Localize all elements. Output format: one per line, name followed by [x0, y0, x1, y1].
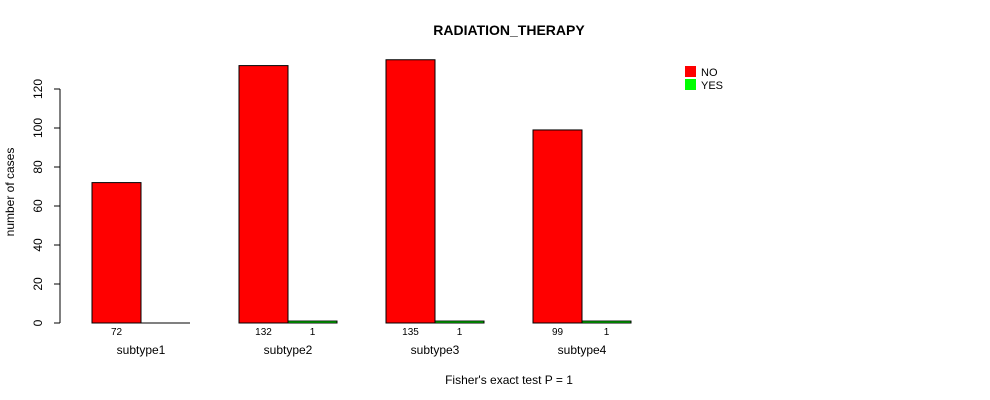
- bar-yes-subtype2: [287, 320, 338, 324]
- legend-label: NO: [701, 67, 718, 79]
- y-tick-label: 60: [31, 199, 45, 213]
- y-tick-label: 80: [31, 160, 45, 174]
- category-label: subtype4: [558, 343, 607, 357]
- bar-no-subtype2: [238, 65, 289, 324]
- y-tick-label: 20: [31, 277, 45, 291]
- y-tick-label: 100: [31, 118, 45, 138]
- y-axis-label: number of cases: [3, 148, 17, 237]
- y-tick-label: 120: [31, 79, 45, 99]
- value-labels: 72 132 1 135 1 99 1: [111, 327, 610, 338]
- bar-no-subtype1: [91, 182, 142, 324]
- value-label: 132: [255, 327, 272, 338]
- value-label: 135: [402, 327, 419, 338]
- y-axis: 0 20 40 60 80 100 120: [31, 79, 61, 326]
- bar-no-subtype3: [385, 59, 436, 324]
- legend-swatch-no: [685, 66, 696, 77]
- legend-swatch-yes: [685, 79, 696, 90]
- y-tick-label: 40: [31, 238, 45, 252]
- bar-yes-subtype3: [434, 320, 485, 324]
- value-label: 1: [457, 327, 463, 338]
- y-tick-label: 0: [31, 319, 45, 326]
- bar-yes-subtype4: [581, 320, 632, 324]
- x-axis-label: Fisher's exact test P = 1: [445, 373, 573, 387]
- value-label: 1: [604, 327, 610, 338]
- value-label: 72: [111, 327, 123, 338]
- chart-title: RADIATION_THERAPY: [433, 22, 585, 38]
- category-labels: subtype1 subtype2 subtype3 subtype4: [117, 343, 607, 357]
- bars: [91, 59, 632, 324]
- value-label: 1: [310, 327, 316, 338]
- category-label: subtype1: [117, 343, 166, 357]
- category-label: subtype2: [264, 343, 313, 357]
- value-label: 99: [552, 327, 564, 338]
- bar-no-subtype4: [532, 129, 583, 324]
- category-label: subtype3: [411, 343, 460, 357]
- legend-label: YES: [701, 80, 723, 92]
